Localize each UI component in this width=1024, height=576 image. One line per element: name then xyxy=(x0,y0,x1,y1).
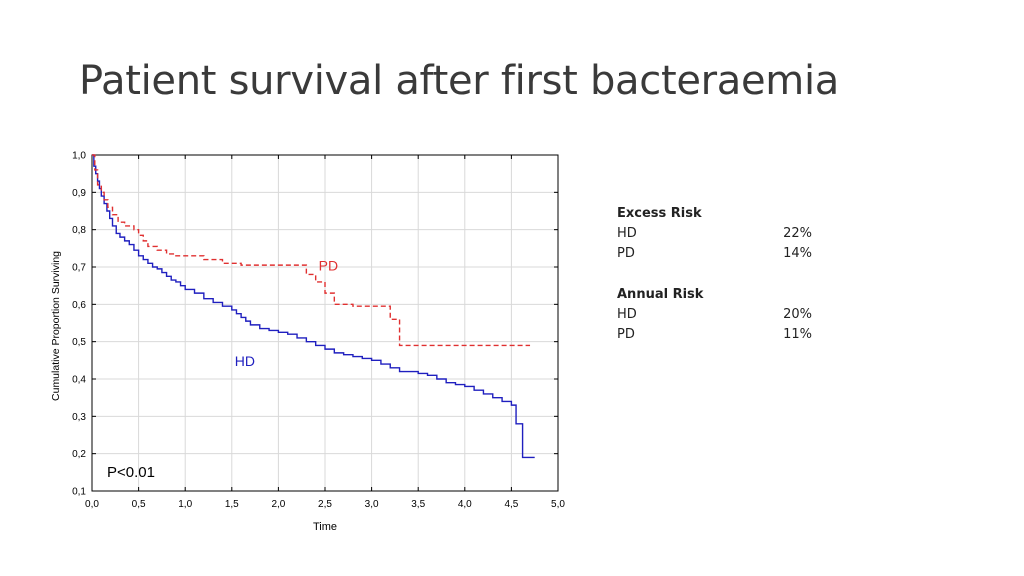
x-tick-label: 1,0 xyxy=(178,499,192,510)
p-value-annotation: P<0.01 xyxy=(107,464,155,481)
excess-risk-hd-row: HD 22% xyxy=(617,224,817,244)
annual-risk-hd-label: HD xyxy=(617,307,637,322)
y-tick-label: 0,8 xyxy=(72,225,86,236)
annual-risk-pd-label: PD xyxy=(617,327,635,342)
x-tick-label: 4,0 xyxy=(458,499,472,510)
excess-risk-pd-value: 14% xyxy=(783,246,812,261)
x-tick-label: 2,0 xyxy=(271,499,285,510)
excess-risk-hd-value: 22% xyxy=(783,226,812,241)
y-tick-label: 0,9 xyxy=(72,188,86,199)
y-axis-label: Cumulative Proportion Surviving xyxy=(50,251,62,401)
annual-risk-heading: Annual Risk xyxy=(617,287,704,302)
x-tick-label: 0,0 xyxy=(85,499,99,510)
spacer xyxy=(617,264,817,285)
excess-risk-pd-label: PD xyxy=(617,246,635,261)
x-tick-label: 3,5 xyxy=(411,499,425,510)
x-tick-label: 4,5 xyxy=(504,499,518,510)
series-label-hd: HD xyxy=(235,353,255,369)
risk-summary: Excess Risk HD 22% PD 14% Annual Risk HD… xyxy=(617,204,817,345)
y-tick-label: 0,5 xyxy=(72,337,86,348)
x-tick-label: 3,0 xyxy=(365,499,379,510)
annual-risk-hd-row: HD 20% xyxy=(617,305,817,325)
excess-risk-heading: Excess Risk xyxy=(617,206,702,221)
x-axis-label: Time xyxy=(313,521,337,533)
plot-frame xyxy=(91,154,559,492)
y-tick-label: 0,7 xyxy=(72,263,86,274)
x-tick-label: 0,5 xyxy=(132,499,146,510)
series-line-pd xyxy=(92,154,531,347)
slide-title: Patient survival after first bacteraemia xyxy=(79,58,839,104)
annual-risk-hd-value: 20% xyxy=(783,307,812,322)
y-tick-label: 0,4 xyxy=(72,375,86,386)
x-tick-label: 5,0 xyxy=(551,499,565,510)
y-tick-label: 0,1 xyxy=(72,487,86,498)
x-tick-label: 1,5 xyxy=(225,499,239,510)
annual-risk-pd-row: PD 11% xyxy=(617,325,817,345)
y-tick-label: 1,0 xyxy=(72,151,86,162)
excess-risk-hd-label: HD xyxy=(617,226,637,241)
y-tick-label: 0,6 xyxy=(72,300,86,311)
annual-risk-pd-value: 11% xyxy=(783,327,812,342)
series-line-hd xyxy=(92,154,535,459)
excess-risk-pd-row: PD 14% xyxy=(617,244,817,264)
y-tick-label: 0,2 xyxy=(72,449,86,460)
y-tick-label: 0,3 xyxy=(72,412,86,423)
x-tick-label: 2,5 xyxy=(318,499,332,510)
series-label-pd: PD xyxy=(319,258,338,274)
